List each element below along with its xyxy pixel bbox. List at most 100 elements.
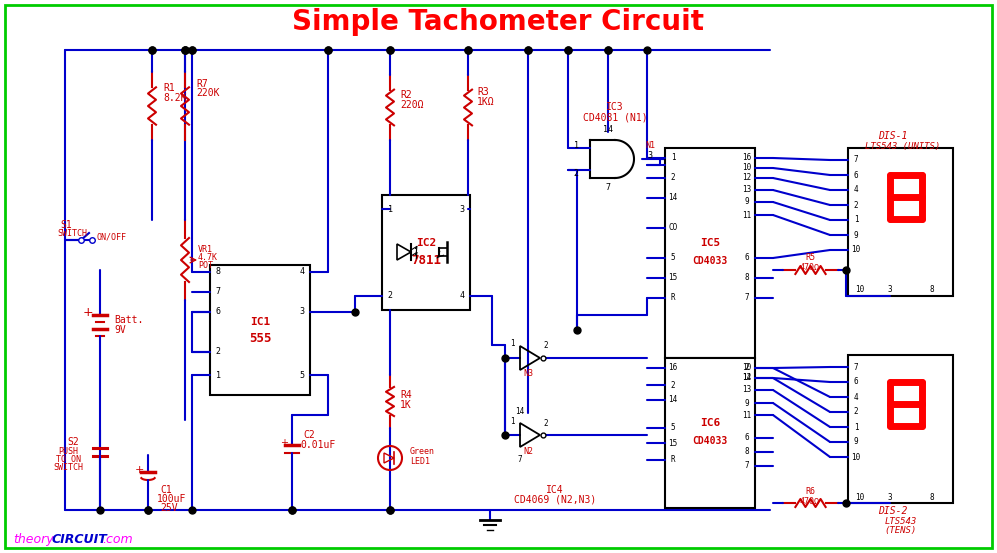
Text: CD4069 (N2,N3): CD4069 (N2,N3) [513,495,596,505]
Text: 11: 11 [743,410,752,420]
Text: 10: 10 [855,493,864,502]
Text: 5: 5 [671,424,675,432]
Text: CIRCUIT: CIRCUIT [52,533,108,546]
Text: R: R [671,456,675,465]
Text: 7: 7 [853,155,858,164]
Text: 15: 15 [668,439,678,447]
Text: 3: 3 [887,285,892,295]
Text: VR1: VR1 [198,246,213,254]
Text: 6: 6 [745,253,750,263]
Text: 100uF: 100uF [157,494,186,504]
Text: C2: C2 [303,430,315,440]
Text: 2: 2 [388,291,393,300]
Text: Green: Green [410,447,435,456]
Text: 12: 12 [743,373,752,383]
Text: 3: 3 [887,493,892,502]
Text: N2: N2 [523,446,533,456]
Bar [665,358,755,508]
Bar [848,148,953,296]
Text: CD4081 (N1): CD4081 (N1) [582,112,647,122]
Text: C1: C1 [160,485,171,495]
Text: .com: .com [102,533,133,546]
Text: TO ON: TO ON [56,456,81,465]
Text: 3: 3 [299,307,304,316]
Text: 220Ω: 220Ω [400,100,424,110]
Text: 25V: 25V [160,503,177,513]
Text: +: + [135,465,144,475]
Text: 1K: 1K [400,400,412,410]
Text: 2: 2 [215,347,220,357]
Text: 10: 10 [851,452,860,462]
Text: 7: 7 [745,294,750,302]
Text: CD4033: CD4033 [692,256,728,266]
Text: 15: 15 [668,274,678,283]
Text: ON/OFF: ON/OFF [96,232,126,242]
Text: POT: POT [198,262,213,270]
Text: 7: 7 [853,363,858,372]
Text: 14: 14 [515,406,524,415]
Text: 3: 3 [460,205,465,213]
Text: 6: 6 [745,434,750,442]
Text: S2: S2 [67,437,79,447]
Text: PUSH: PUSH [58,447,78,456]
Text: 1: 1 [215,371,220,379]
Text: 2: 2 [745,363,750,373]
Text: 470Ω: 470Ω [800,497,820,505]
Text: 2: 2 [671,380,675,389]
Text: 1: 1 [671,154,675,163]
Text: R: R [671,294,675,302]
Bar [665,148,755,358]
Text: Simple Tachometer Circuit: Simple Tachometer Circuit [292,8,704,36]
Text: N3: N3 [523,369,533,378]
Text: 14: 14 [668,395,678,404]
Text: 220K: 220K [196,88,219,98]
Text: N1: N1 [645,140,655,149]
Text: 1: 1 [573,140,578,149]
Text: 9: 9 [745,399,750,408]
Text: R6: R6 [805,487,815,495]
Text: R7: R7 [196,79,207,89]
Text: 10: 10 [855,285,864,295]
Text: 5: 5 [671,253,675,263]
Text: 16: 16 [668,363,678,373]
Text: 5: 5 [299,371,304,379]
Text: 4: 4 [460,291,465,300]
Text: CO: CO [668,223,678,232]
Text: 8: 8 [745,447,750,456]
Text: 7: 7 [215,288,220,296]
Text: 13: 13 [743,185,752,195]
Text: LED1: LED1 [410,456,430,466]
Text: 3: 3 [647,152,652,160]
Text: LTS543 (UNITS): LTS543 (UNITS) [864,142,940,150]
Text: IC3: IC3 [606,102,624,112]
Text: R3: R3 [477,87,489,97]
Text: 16: 16 [743,154,752,163]
Text: 9: 9 [853,231,858,239]
Text: SWITCH: SWITCH [53,463,83,472]
Text: 7: 7 [517,455,522,463]
Text: +: + [280,438,288,448]
Text: 10: 10 [743,164,752,173]
Text: 8.2K: 8.2K [163,93,186,103]
Text: 1: 1 [853,422,858,431]
Text: 14: 14 [743,373,752,383]
Text: 9: 9 [745,197,750,206]
Bar [382,195,470,310]
Text: IC5: IC5 [700,238,720,248]
Text: 1: 1 [388,205,393,213]
Text: (TENS): (TENS) [884,526,916,535]
Text: 11: 11 [743,211,752,220]
Text: R4: R4 [400,390,412,400]
Text: 13: 13 [743,385,752,394]
Text: 8: 8 [215,268,220,276]
Text: IC6: IC6 [700,418,720,428]
Text: 7: 7 [605,184,610,192]
Text: R5: R5 [805,253,815,263]
Text: 4: 4 [853,393,858,401]
Text: IC1: IC1 [250,317,270,327]
Text: 2: 2 [543,342,548,351]
Bar [848,355,953,503]
Text: 4: 4 [299,268,304,276]
Text: 10: 10 [851,246,860,254]
Text: +: + [83,305,94,319]
